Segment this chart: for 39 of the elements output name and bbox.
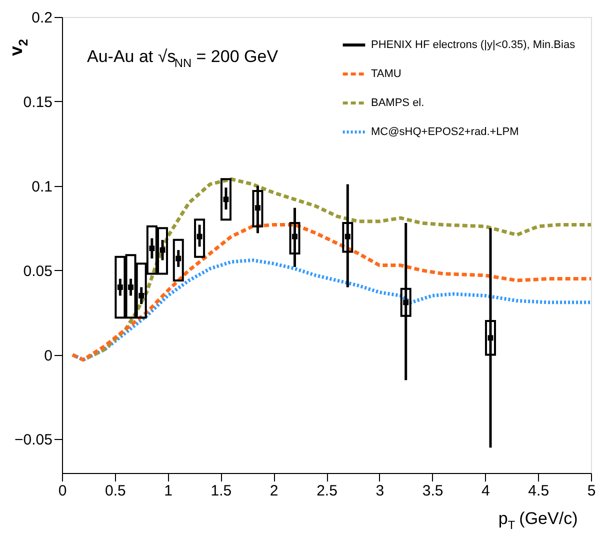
y-tick-label: 0.15	[23, 94, 52, 111]
x-tick-label: 3.5	[422, 482, 444, 500]
x-tick-label: 4.5	[528, 482, 550, 500]
point	[403, 300, 409, 306]
point	[176, 256, 182, 262]
point	[223, 196, 229, 202]
x-tick-label: 4	[482, 482, 490, 500]
y-tick-label: −0.05	[14, 432, 52, 449]
x-tick-label: 1	[164, 482, 172, 500]
y-tick-label: 0.2	[32, 10, 52, 26]
x-tick-label: 5	[587, 482, 596, 500]
y-tick-label: 0	[44, 347, 52, 364]
legend-label: BAMPS el.	[371, 97, 424, 109]
legend-label: MC@sHQ+EPOS2+rad.+LPM	[371, 126, 519, 138]
legend-label: TAMU	[371, 68, 402, 80]
point	[488, 335, 494, 341]
point	[292, 234, 298, 240]
x-tick-label: 2.5	[316, 482, 338, 500]
line-series	[70, 222, 591, 362]
y-axis-title: v2	[6, 38, 30, 56]
point	[196, 234, 202, 240]
y-tick-label: 0.1	[32, 178, 52, 196]
bar	[220, 178, 232, 221]
bar	[172, 238, 184, 282]
point	[138, 292, 144, 298]
x-tick-label: 0	[58, 482, 67, 500]
x-tick-label: 0.5	[104, 482, 126, 500]
y-tick-label: 0.05	[23, 262, 52, 280]
point	[128, 284, 134, 290]
point	[117, 284, 123, 290]
point	[344, 234, 350, 240]
point	[149, 246, 155, 252]
bar	[194, 218, 206, 258]
legend-label: PHENIX HF electrons (|y|<0.35), Min.Bias	[371, 39, 576, 51]
point	[254, 205, 260, 211]
point	[160, 247, 166, 253]
x-tick-label: 3	[376, 482, 384, 500]
x-tick-label: 1.5	[210, 482, 232, 500]
x-tick-label: 2	[270, 482, 278, 500]
